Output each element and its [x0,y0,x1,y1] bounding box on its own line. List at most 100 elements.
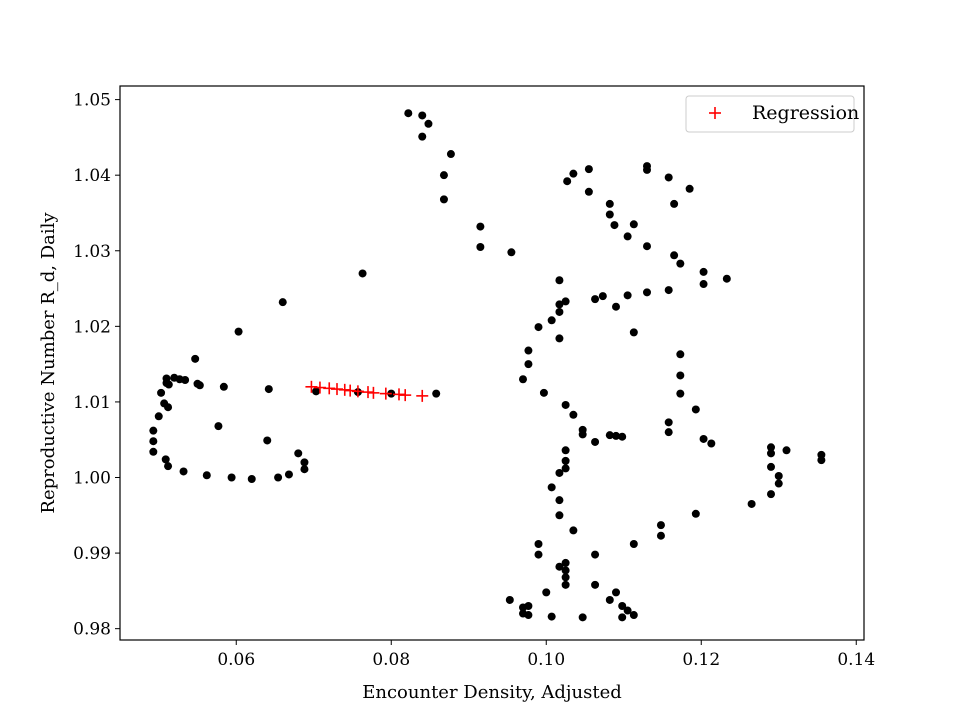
observed-point [164,403,173,412]
legend-box [685,95,855,133]
x-tick-label: 0.12 [682,650,720,670]
observed-point [623,232,632,241]
observed-point [149,447,158,456]
observed-point [699,434,708,443]
x-tick-label: 0.06 [217,650,255,670]
observed-point [264,385,273,394]
observed-point [424,119,433,128]
observed-point [643,288,651,297]
observed-point [591,580,600,589]
observed-point [664,286,673,295]
observed-point [561,566,570,575]
observed-point [561,400,570,409]
observed-point [605,595,614,604]
observed-point [294,449,303,458]
observed-point [154,412,163,421]
observed-point [561,446,570,455]
observed-point [149,426,158,435]
observed-point [691,509,700,518]
observed-point [547,316,556,325]
y-tick-label: 1.01 [73,393,111,413]
observed-point [284,470,293,479]
observed-point [534,550,543,559]
observed-point [300,458,309,467]
observed-point [561,456,570,465]
observed-point [164,462,173,471]
observed-point [656,531,665,540]
observed-point [664,418,673,427]
observed-point [563,177,572,186]
observed-point [164,380,173,389]
regression-point [367,386,380,399]
y-tick-label: 1.05 [73,91,111,111]
observed-point [774,471,783,480]
observed-point [561,573,570,582]
observed-point [707,439,716,448]
observed-point [664,173,673,182]
observed-point [722,274,731,283]
observed-point [555,276,564,285]
observed-point [767,449,775,458]
observed-point [519,375,527,384]
observed-point [618,613,627,622]
observed-point [274,473,283,482]
observed-point [149,437,158,446]
observed-point [643,165,651,174]
observed-point [312,387,321,396]
observed-point [618,601,627,610]
plot-frame [119,85,865,641]
observed-point [278,298,287,307]
observed-point [555,496,564,505]
y-tick-label: 1.03 [73,242,111,262]
observed-point [162,374,171,383]
observed-point [358,269,367,278]
observed-point [524,601,533,610]
observed-point [747,499,756,508]
observed-point [404,109,413,118]
observed-point [234,327,243,336]
observed-point [561,297,570,306]
observed-point [767,462,775,471]
y-tick-label: 0.99 [73,544,111,564]
observed-point [446,150,455,159]
observed-point [300,465,309,474]
observed-point [555,300,564,309]
observed-point [598,292,607,301]
legend: Regression [685,95,859,133]
observed-point [591,295,600,304]
observed-point [263,436,272,445]
y-tick-label: 0.98 [73,620,111,640]
observed-point [547,612,556,621]
observed-point [534,323,543,332]
observed-point [214,422,223,431]
observed-point [161,455,170,464]
observed-point [605,431,614,440]
observed-point [555,307,564,316]
y-tick-label: 1.02 [73,317,111,337]
observed-point [774,479,783,488]
observed-point [418,132,427,141]
observed-point [578,613,587,622]
observed-point [629,328,638,337]
observed-point [699,280,708,289]
y-tick-label: 1.04 [73,166,111,186]
observed-point [676,259,685,268]
observed-point [612,302,620,311]
observed-point [195,381,204,390]
observed-point [612,588,620,597]
observed-point [179,467,188,476]
observed-point [605,199,614,208]
y-axis: 0.98 0.99 1.00 1.01 1.02 1.03 1.04 1.05 [73,91,120,640]
observed-point [561,580,570,589]
observed-point [643,242,651,251]
observed-point [623,291,632,300]
observed-point [656,521,665,530]
observed-point [569,169,578,178]
observed-point [476,222,485,231]
observed-point [505,595,514,604]
observed-point [191,354,200,363]
observed-point [219,382,228,391]
observed-point [664,428,673,437]
observed-point [629,611,638,620]
observed-point [817,456,826,465]
